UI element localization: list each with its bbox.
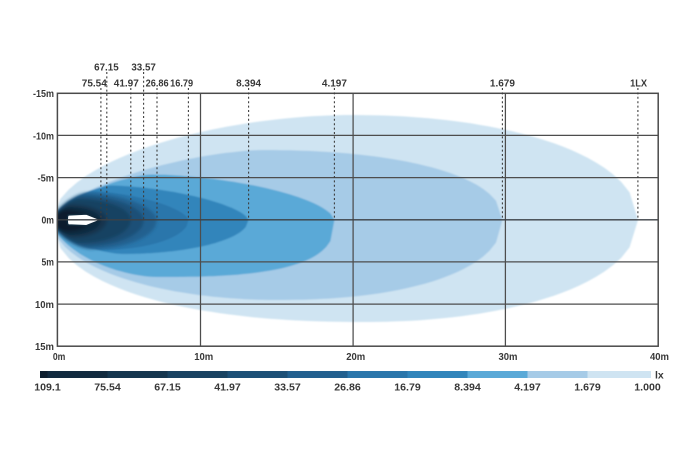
svg-text:33.57: 33.57 bbox=[131, 62, 156, 74]
svg-text:0m: 0m bbox=[53, 351, 66, 363]
svg-text:-5m: -5m bbox=[38, 172, 55, 184]
svg-text:10m: 10m bbox=[194, 351, 213, 363]
svg-text:75.54: 75.54 bbox=[82, 78, 107, 90]
svg-text:1.679: 1.679 bbox=[490, 78, 515, 90]
svg-text:67.15: 67.15 bbox=[154, 383, 181, 394]
svg-text:16.79: 16.79 bbox=[170, 78, 193, 90]
svg-text:15m: 15m bbox=[35, 341, 54, 353]
svg-text:-15m: -15m bbox=[33, 88, 54, 100]
svg-text:1.000: 1.000 bbox=[634, 383, 661, 394]
svg-text:lx: lx bbox=[655, 370, 664, 382]
svg-text:5m: 5m bbox=[42, 257, 55, 269]
svg-text:8.394: 8.394 bbox=[454, 383, 481, 394]
svg-text:10m: 10m bbox=[35, 299, 54, 311]
svg-text:40m: 40m bbox=[650, 351, 669, 363]
svg-text:0m: 0m bbox=[42, 215, 55, 227]
svg-text:20m: 20m bbox=[346, 351, 365, 363]
svg-text:8.394: 8.394 bbox=[236, 78, 261, 90]
svg-text:30m: 30m bbox=[499, 351, 518, 363]
svg-text:67.15: 67.15 bbox=[94, 62, 119, 74]
svg-text:4.197: 4.197 bbox=[514, 383, 541, 394]
svg-text:16.79: 16.79 bbox=[394, 383, 421, 394]
svg-text:41.97: 41.97 bbox=[114, 78, 139, 90]
svg-text:41.97: 41.97 bbox=[214, 383, 241, 394]
svg-text:75.54: 75.54 bbox=[94, 383, 121, 394]
svg-text:26.86: 26.86 bbox=[334, 383, 361, 394]
svg-text:109.1: 109.1 bbox=[34, 383, 61, 394]
svg-text:1LX: 1LX bbox=[630, 78, 647, 90]
svg-text:4.197: 4.197 bbox=[322, 78, 347, 90]
svg-text:1.679: 1.679 bbox=[574, 383, 601, 394]
svg-text:33.57: 33.57 bbox=[274, 383, 301, 394]
svg-text:-10m: -10m bbox=[33, 130, 54, 142]
svg-text:26.86: 26.86 bbox=[146, 78, 169, 90]
